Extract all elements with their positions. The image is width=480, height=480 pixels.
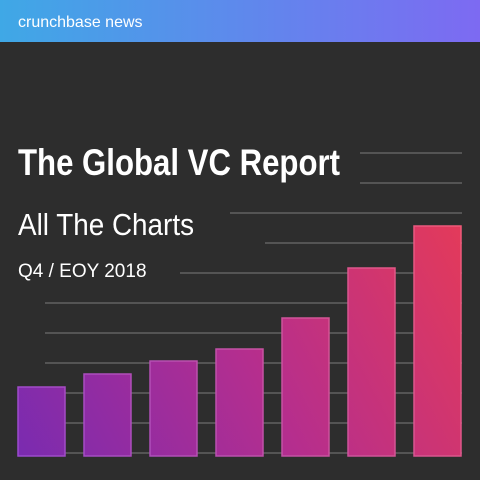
brand: crunchbase news — [18, 14, 143, 31]
subtitle: All The Charts — [18, 207, 194, 242]
header-bar — [0, 0, 480, 42]
decorative-bars — [17, 225, 462, 457]
period: Q4 / EOY 2018 — [18, 261, 147, 282]
title: The Global VC Report — [18, 142, 340, 183]
